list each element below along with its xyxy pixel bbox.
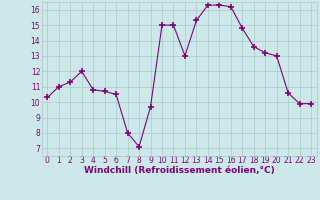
X-axis label: Windchill (Refroidissement éolien,°C): Windchill (Refroidissement éolien,°C) xyxy=(84,166,275,175)
